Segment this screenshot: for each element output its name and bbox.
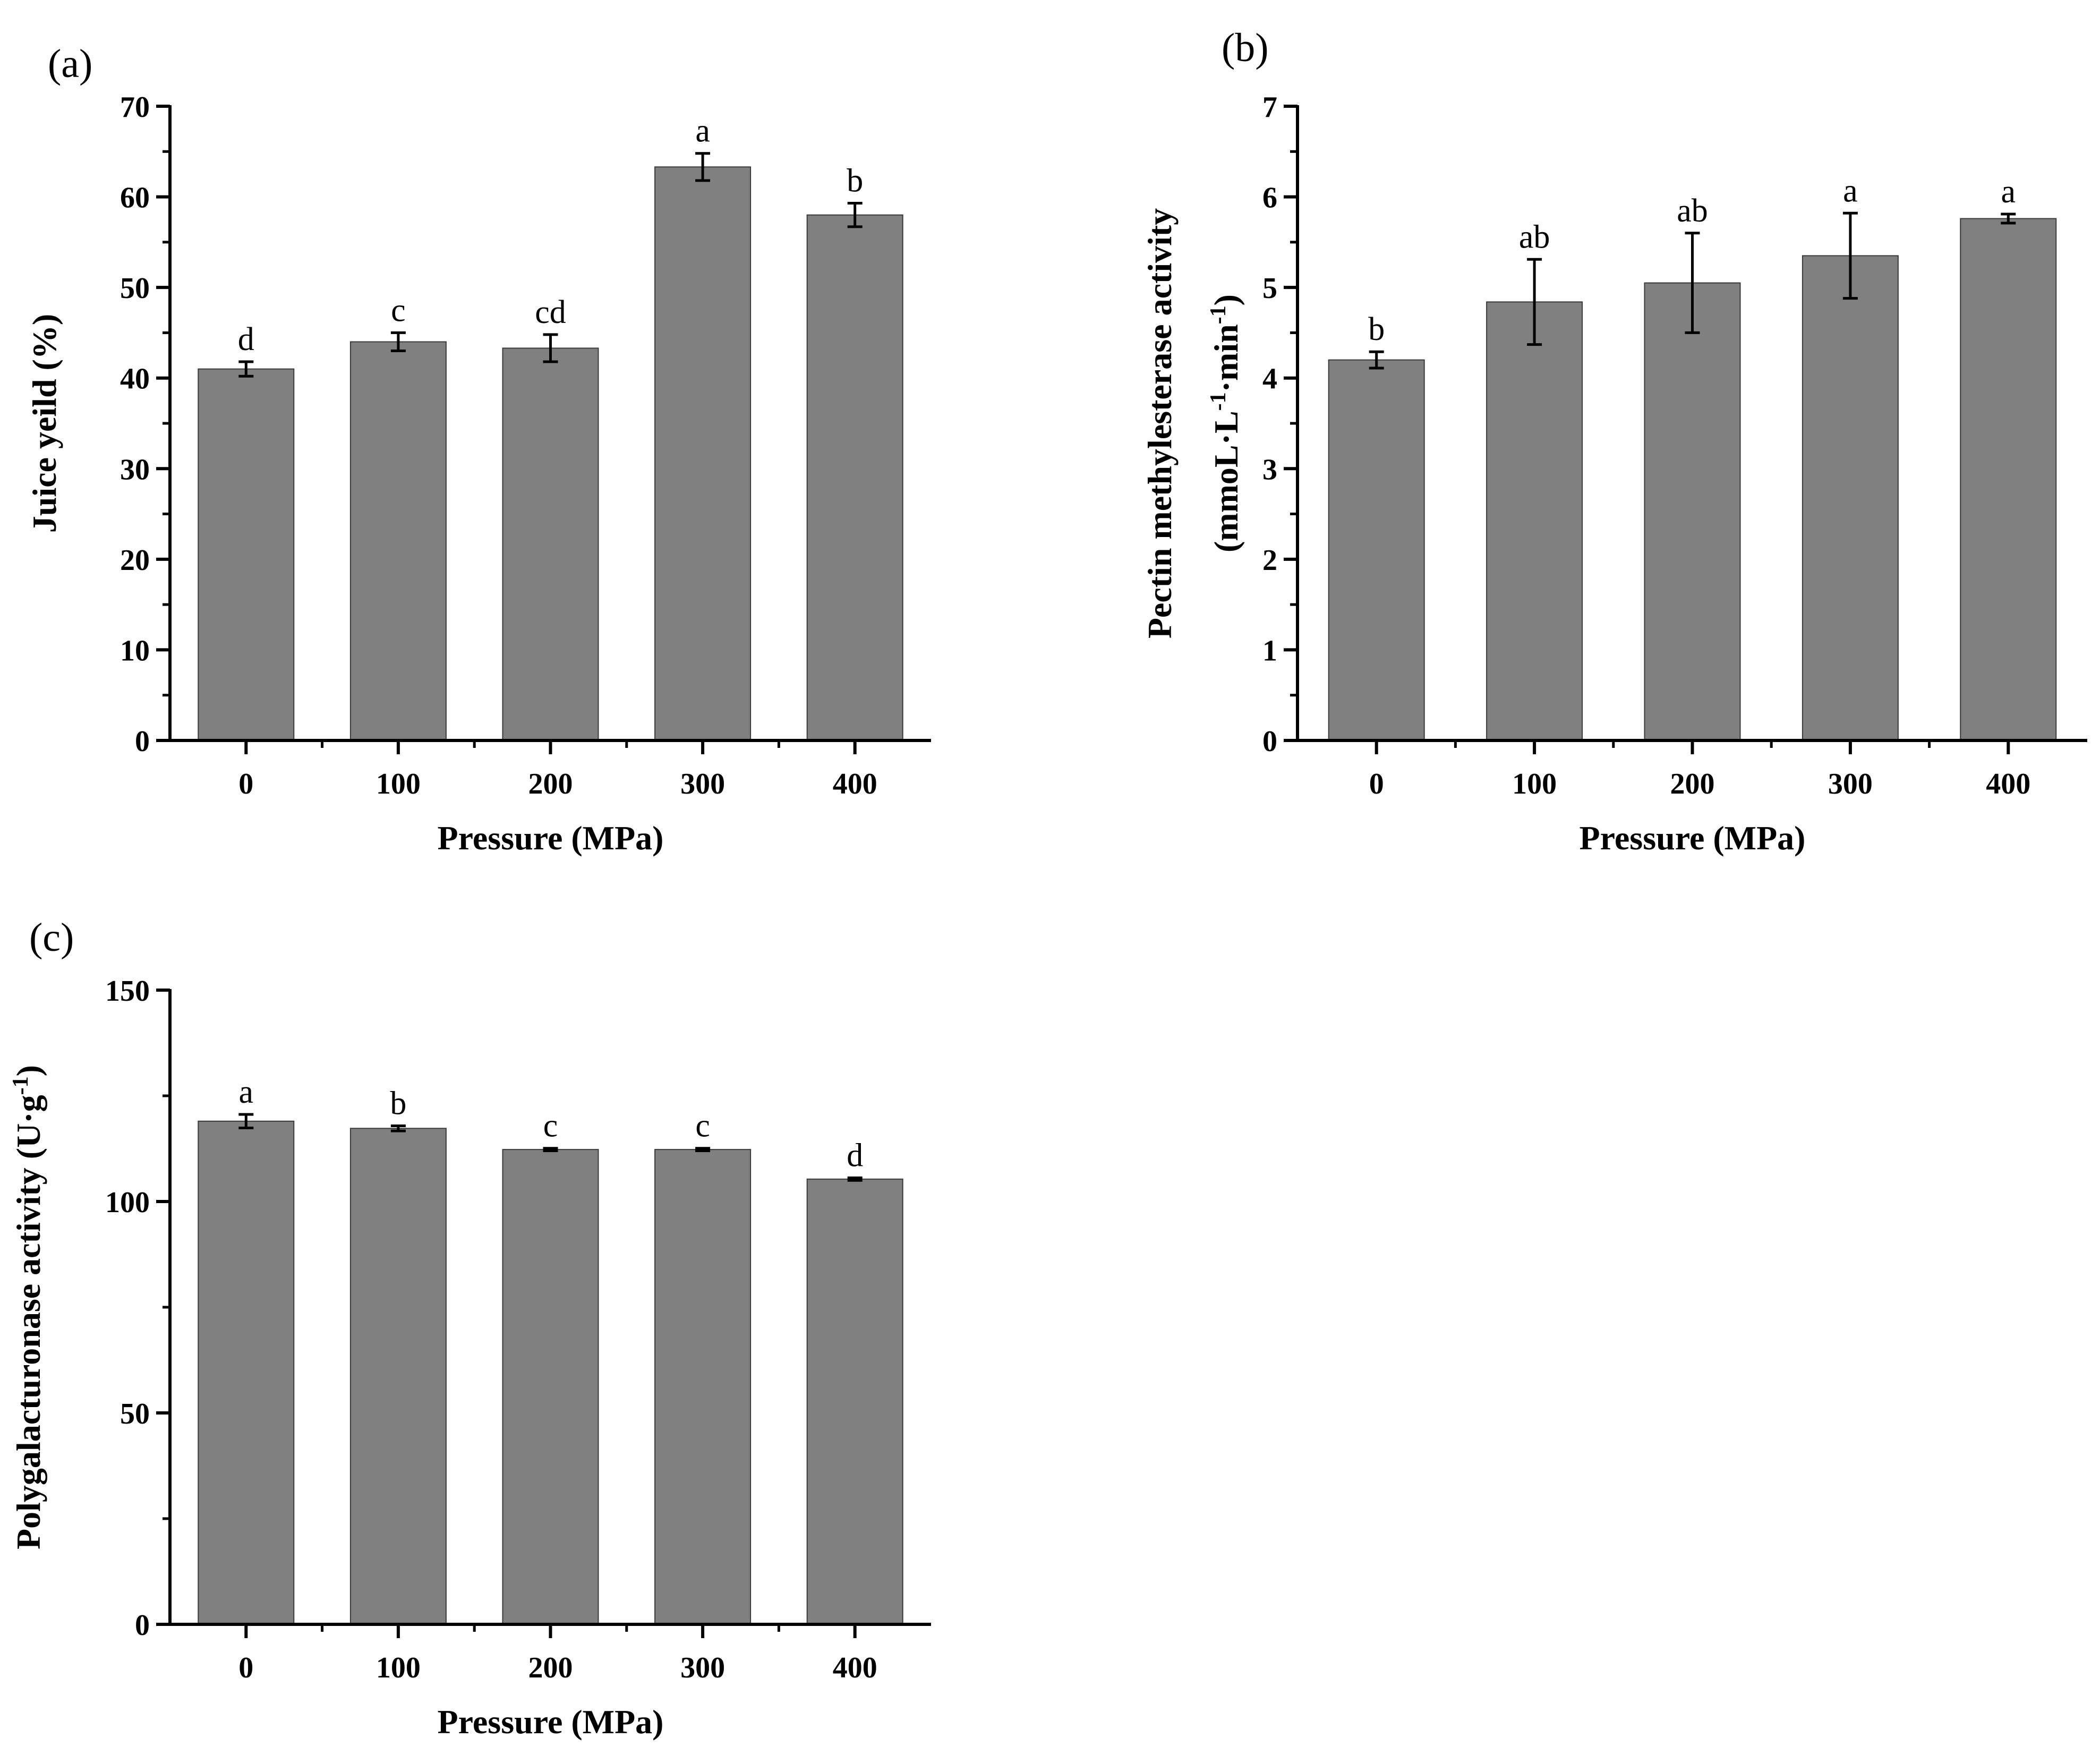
y-tick-label: 30 bbox=[120, 453, 150, 486]
bar bbox=[654, 166, 752, 742]
bar bbox=[806, 214, 903, 741]
y-tick-label: 40 bbox=[120, 363, 150, 396]
panel-label: (c) bbox=[29, 915, 74, 960]
significance-label: d bbox=[238, 321, 254, 357]
bar bbox=[198, 368, 295, 741]
x-axis-label: Pressure (MPa) bbox=[438, 819, 664, 857]
significance-label: c bbox=[543, 1108, 558, 1144]
y-tick-label: 3 bbox=[1262, 453, 1277, 486]
x-tick-label: 400 bbox=[833, 1651, 877, 1684]
x-axis-label: Pressure (MPa) bbox=[1580, 819, 1806, 857]
x-axis-label: Pressure (MPa) bbox=[438, 1703, 664, 1741]
bar bbox=[1960, 218, 2057, 742]
x-tick-label: 100 bbox=[376, 1651, 421, 1684]
bar bbox=[198, 1120, 295, 1625]
bar bbox=[1802, 255, 1899, 741]
y-tick-label: 50 bbox=[120, 272, 150, 305]
significance-label: ab bbox=[1519, 219, 1550, 255]
significance-label: b bbox=[1368, 311, 1385, 347]
significance-label: a bbox=[239, 1074, 254, 1110]
bar bbox=[1644, 282, 1741, 741]
significance-label: d bbox=[847, 1137, 863, 1173]
chart-panel-2: (b) b 0 ab 100 ab 200 a 300 a 400 0 1 2 3 4 5 6 7 Pressure … bbox=[1141, 25, 2087, 857]
bar bbox=[349, 341, 447, 741]
y-tick-label: 150 bbox=[105, 975, 150, 1008]
bar bbox=[654, 1149, 752, 1625]
y-axis-label: Juice yeild (%) bbox=[25, 314, 63, 533]
y-tick-label: 5 bbox=[1262, 272, 1277, 305]
significance-label: a bbox=[1843, 173, 1858, 209]
bar bbox=[502, 347, 599, 741]
significance-label: b bbox=[390, 1086, 406, 1122]
x-tick-label: 100 bbox=[376, 768, 421, 800]
bar bbox=[806, 1178, 903, 1625]
bar bbox=[1486, 301, 1583, 741]
y-tick-label: 0 bbox=[1262, 725, 1277, 758]
y-tick-label: 0 bbox=[135, 725, 150, 758]
bar bbox=[1328, 359, 1425, 741]
y-tick-label: 10 bbox=[120, 634, 150, 667]
bar bbox=[502, 1149, 599, 1625]
y-tick-label: 4 bbox=[1262, 363, 1277, 396]
chart-panel-3: (c) a 0 b 100 c 200 c 300 d 400 0 50 100 150 Pressure (… bbox=[8, 915, 931, 1741]
x-tick-label: 200 bbox=[528, 1651, 573, 1684]
y-tick-label: 2 bbox=[1262, 544, 1277, 577]
x-tick-label: 400 bbox=[1986, 768, 2030, 800]
chart-panel-1: (a) d 0 c 100 cd 200 a 300 b 400 0 10 20 30 40 50 60 70 Pre… bbox=[25, 41, 931, 857]
x-tick-label: 200 bbox=[528, 768, 573, 800]
y-tick-label: 100 bbox=[105, 1186, 150, 1219]
significance-label: cd bbox=[535, 294, 566, 330]
y-axis-label-unit: (mmoL·L-1·min-1) bbox=[1206, 294, 1245, 552]
x-tick-label: 200 bbox=[1670, 768, 1715, 800]
y-tick-label: 1 bbox=[1262, 634, 1277, 667]
x-tick-label: 400 bbox=[833, 768, 877, 800]
y-tick-label: 60 bbox=[120, 182, 150, 215]
x-tick-label: 300 bbox=[1828, 768, 1873, 800]
y-tick-label: 50 bbox=[120, 1398, 150, 1430]
y-tick-label: 6 bbox=[1262, 182, 1277, 215]
panel-label: (b) bbox=[1222, 25, 1269, 70]
significance-label: c bbox=[391, 292, 406, 328]
y-tick-label: 20 bbox=[120, 544, 150, 577]
y-tick-label: 70 bbox=[120, 91, 150, 124]
x-tick-label: 300 bbox=[680, 768, 725, 800]
significance-label: ab bbox=[1677, 193, 1708, 229]
x-tick-label: 300 bbox=[680, 1651, 725, 1684]
bar bbox=[349, 1128, 447, 1625]
y-tick-label: 7 bbox=[1262, 91, 1277, 124]
x-tick-label: 0 bbox=[1369, 768, 1384, 800]
y-axis-label: Polygalacturonase activity (U·g-1) bbox=[8, 1065, 47, 1549]
significance-label: a bbox=[2001, 174, 2016, 210]
x-tick-label: 0 bbox=[238, 768, 253, 800]
significance-label: b bbox=[847, 163, 863, 199]
significance-label: c bbox=[695, 1108, 710, 1144]
significance-label: a bbox=[695, 113, 710, 149]
panel-label: (a) bbox=[48, 41, 92, 86]
y-axis-label: Pectin methylesterase activity bbox=[1141, 208, 1179, 638]
x-tick-label: 0 bbox=[238, 1651, 253, 1684]
x-tick-label: 100 bbox=[1512, 768, 1557, 800]
y-tick-label: 0 bbox=[135, 1609, 150, 1642]
